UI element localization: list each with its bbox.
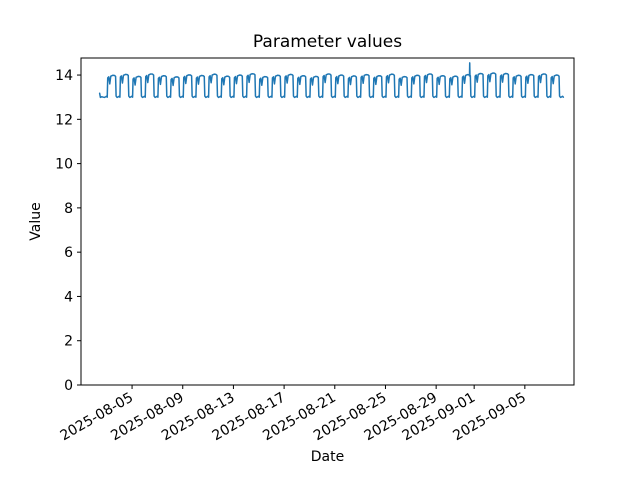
y-tick-label: 0 <box>64 378 73 394</box>
y-tick-label: 12 <box>55 112 73 128</box>
y-tick-label: 6 <box>64 245 73 261</box>
axes-frame <box>80 57 575 386</box>
series-line-parameter-values <box>98 62 565 99</box>
y-axis-label: Value <box>28 202 44 240</box>
y-tick-label: 8 <box>64 201 73 217</box>
chart-title: Parameter values <box>253 32 402 52</box>
y-tick-label: 14 <box>55 68 73 84</box>
y-tick-label: 2 <box>64 334 73 350</box>
y-axis-ticks: 0 2 4 6 8 10 12 14 <box>55 68 81 394</box>
y-tick-label: 4 <box>64 289 73 305</box>
x-axis-label: Date <box>311 449 344 465</box>
y-tick-label: 10 <box>55 157 73 173</box>
